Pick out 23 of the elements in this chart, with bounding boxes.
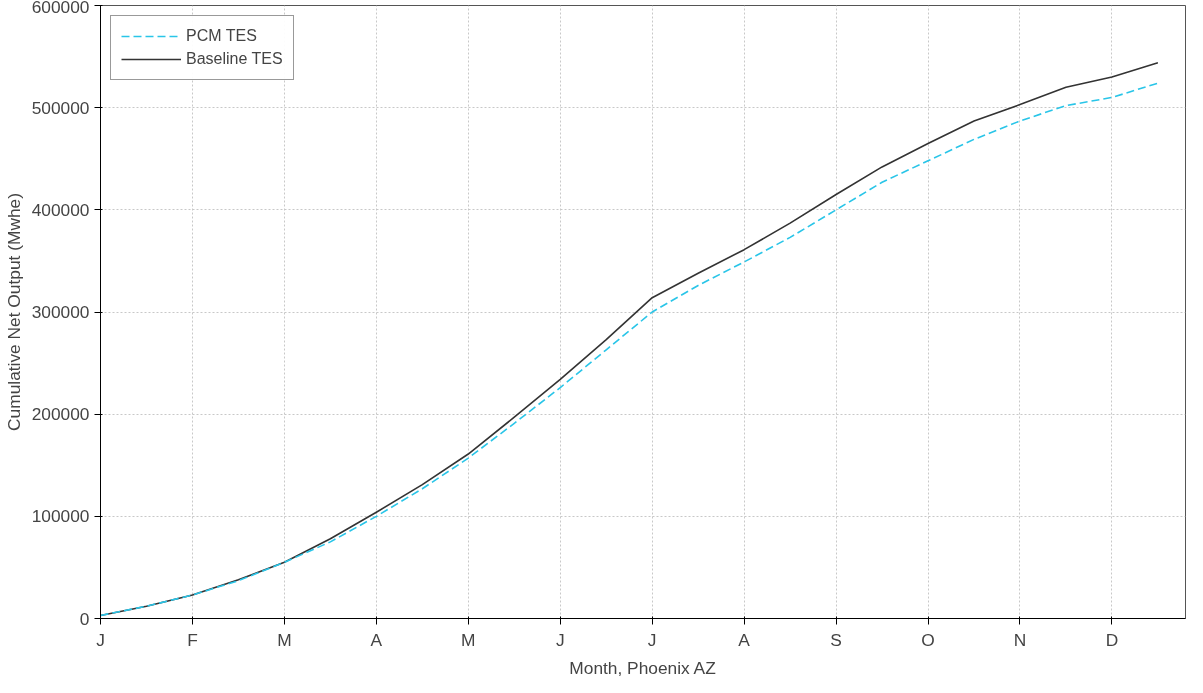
y-tick-label: 100000 (31, 506, 90, 527)
x-tick-label: M (277, 629, 292, 650)
x-tick-label: J (555, 629, 565, 650)
x-axis-title: Month, Phoenix AZ (569, 657, 717, 678)
x-tick-label: J (96, 629, 105, 650)
x-tick-label: A (738, 629, 751, 650)
y-tick-label: 400000 (31, 199, 90, 220)
y-axis-title: Cumulative Net Output (Mwhe) (3, 193, 24, 431)
x-tick-label: F (187, 629, 198, 650)
x-tick-label: A (370, 629, 383, 650)
x-tick-label: N (1013, 629, 1027, 650)
x-tick-label: M (461, 629, 476, 650)
y-tick-label: 500000 (31, 97, 90, 118)
y-tick-label: 200000 (31, 404, 90, 425)
x-tick-label: S (830, 629, 842, 650)
x-tick-label: J (647, 629, 657, 650)
y-tick-label: 0 (79, 608, 90, 629)
y-tick-label: 600000 (31, 0, 90, 17)
x-tick-label: D (1105, 629, 1119, 650)
x-tick-label: O (921, 629, 935, 650)
legend-label: PCM TES (186, 27, 257, 45)
y-tick-label: 300000 (31, 302, 90, 322)
legend-label: Baseline TES (186, 50, 283, 68)
